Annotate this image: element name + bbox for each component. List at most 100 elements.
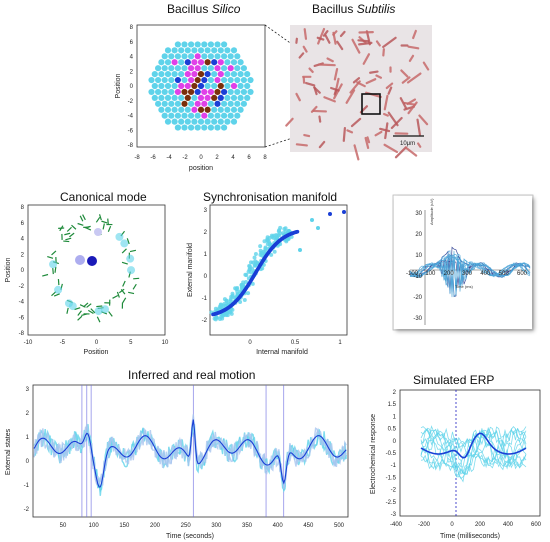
silico-xtick: -6 <box>150 155 156 161</box>
silico-title-text: Bacillus <box>167 2 212 16</box>
silico-cell <box>184 106 191 113</box>
silico-cell <box>230 118 238 125</box>
silico-cell <box>217 59 224 66</box>
bacterium-rod <box>350 117 362 128</box>
silico-cell <box>155 65 162 72</box>
silico-cell <box>201 41 208 48</box>
bacterium-rod <box>308 67 314 74</box>
sim-erp-xtick: 0 <box>450 522 454 528</box>
subtilis-title-italic: Subtilis <box>356 2 396 16</box>
bacterium-rod <box>383 143 399 154</box>
canonical-mark <box>132 283 137 290</box>
silico-cell <box>201 76 208 84</box>
silico-cell <box>191 47 198 54</box>
silico-cell <box>188 88 195 96</box>
manifold-point <box>228 297 233 302</box>
silico-cell <box>201 100 208 107</box>
silico-cell <box>224 94 231 101</box>
silico-cell <box>161 76 168 84</box>
silico-cell <box>191 71 198 78</box>
silico-cell <box>230 71 238 78</box>
silico-cell <box>184 118 191 125</box>
sim-erp-ytick: 1 <box>393 414 397 420</box>
manifold-point <box>258 252 263 257</box>
canonical-mark <box>66 307 69 314</box>
manifold-ylabel: External manifold <box>187 243 194 297</box>
bacterium-rod <box>295 37 298 44</box>
silico-cell <box>181 112 188 119</box>
silico-ytick: -6 <box>128 128 134 134</box>
silico-cell <box>197 94 205 101</box>
silico-cell <box>211 59 218 66</box>
silico-cell <box>221 53 228 60</box>
manifold-point <box>214 315 219 320</box>
silico-cell <box>158 59 165 66</box>
motion-ytick: 0 <box>26 459 30 465</box>
canonical-mark <box>85 227 92 231</box>
sim-erp-ytick: 1.5 <box>388 402 397 408</box>
silico-cell <box>184 94 191 101</box>
motion-xtick: 500 <box>334 523 345 529</box>
canonical-mark <box>107 218 109 225</box>
silico-cell <box>158 94 165 101</box>
motion-xlabel: Time (seconds) <box>166 533 214 540</box>
bacterium-rod <box>382 36 397 49</box>
bacterium-rod <box>362 53 371 65</box>
silico-cell <box>161 112 168 119</box>
canonical-mark <box>66 226 72 232</box>
silico-cell <box>211 71 218 78</box>
bacterium-rod <box>305 81 316 87</box>
silico-cell <box>240 65 247 72</box>
silico-cell <box>207 76 214 84</box>
sim-erp-ytick: -2.5 <box>386 500 397 506</box>
silico-ytick: 6 <box>130 40 134 46</box>
canonical-ytick: -2 <box>19 284 25 290</box>
silico-cell <box>214 76 221 84</box>
silico-ytick: 4 <box>130 55 134 61</box>
manifold-ytick: 0 <box>204 274 208 280</box>
erp-photo-xtick: 400 <box>480 271 491 277</box>
manifold-xtick: 0.5 <box>291 340 300 346</box>
bacterium-rod <box>389 66 392 73</box>
manifold-point <box>230 291 235 296</box>
silico-cell <box>214 53 221 60</box>
silico-cell <box>244 82 251 90</box>
silico-cell <box>194 65 201 72</box>
silico-cell <box>214 88 221 96</box>
motion-xtick: 450 <box>303 523 314 529</box>
silico-cell <box>227 100 234 107</box>
silico-cell <box>181 88 188 96</box>
bacterium-rod <box>346 129 354 134</box>
bacterium-rod <box>322 29 329 37</box>
silico-cell <box>214 124 221 131</box>
bacterium-rod <box>333 67 339 81</box>
subtilis-title: Bacillus Subtilis <box>312 2 395 16</box>
erp-photo-xtick: 100 <box>425 271 436 277</box>
silico-xtick: -8 <box>134 155 140 161</box>
silico-cell <box>224 118 231 125</box>
canonical-cell <box>49 260 58 269</box>
manifold-point <box>252 255 257 260</box>
silico-cell <box>201 65 208 72</box>
motion-ytick: -1 <box>24 483 30 489</box>
manifold-point <box>250 281 255 286</box>
bacterium-rod <box>333 88 338 96</box>
silico-cell <box>237 71 244 78</box>
silico-cell <box>207 100 214 107</box>
silico-cell <box>178 94 185 101</box>
silico-cell <box>168 88 175 96</box>
motion-ytick: -2 <box>24 507 30 513</box>
silico-cell <box>244 94 251 101</box>
erp-photo-ytick: 20 <box>415 232 422 238</box>
silico-cell <box>161 53 168 60</box>
bacterium-rod <box>366 136 371 144</box>
silico-cell <box>151 94 158 101</box>
manifold-point <box>272 249 277 254</box>
motion-band <box>33 414 347 490</box>
silico-cell <box>197 106 205 113</box>
silico-cell <box>171 82 178 90</box>
bacterium-rod <box>390 116 403 130</box>
canonical-cell <box>101 305 110 314</box>
bacterium-rod <box>357 39 370 43</box>
